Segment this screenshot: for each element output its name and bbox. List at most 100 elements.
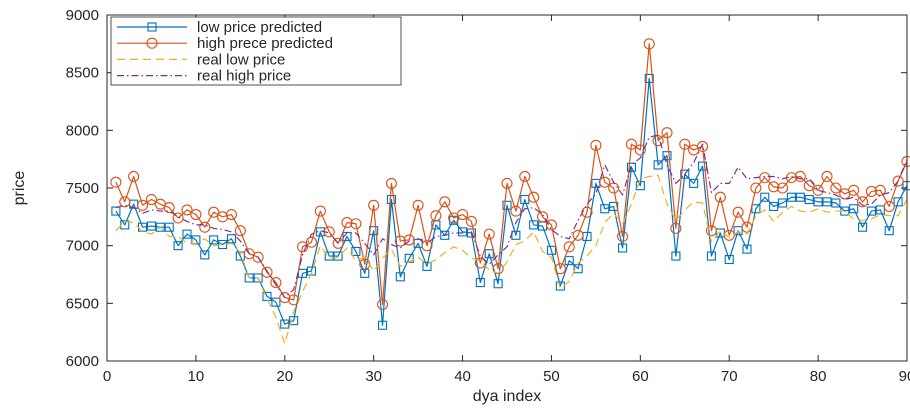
- data-point: [714, 191, 726, 203]
- series-2: [115, 174, 908, 345]
- data-point: [643, 38, 655, 50]
- data-point: [209, 235, 219, 245]
- data-point: [314, 205, 326, 217]
- data-point: [795, 192, 805, 202]
- data-point: [750, 182, 762, 194]
- data-point: [333, 251, 343, 261]
- data-point: [128, 170, 140, 183]
- data-point: [440, 230, 450, 240]
- axes-layer: 0 10 20 30 40 50 60 70 80 90 6000 6500 7000 7500 8000 8…: [66, 7, 910, 385]
- data-point: [297, 241, 309, 253]
- data-point: [537, 211, 549, 223]
- data-point: [289, 316, 299, 326]
- series-line: [115, 174, 908, 345]
- data-point: [857, 196, 869, 208]
- y-tick-label: 7500: [66, 180, 99, 197]
- data-point: [821, 170, 833, 183]
- data-point: [609, 201, 619, 211]
- data-point: [234, 225, 246, 237]
- data-point: [661, 127, 673, 139]
- data-point: [786, 192, 796, 202]
- x-tick-label: 20: [276, 368, 293, 385]
- data-point: [306, 266, 316, 276]
- data-point: [173, 241, 183, 251]
- x-tick-label: 60: [632, 368, 649, 385]
- data-point: [351, 246, 361, 256]
- data-point: [332, 237, 344, 249]
- data-point: [680, 169, 690, 179]
- data-point: [804, 194, 814, 205]
- data-point: [884, 226, 894, 236]
- data-point: [430, 210, 442, 222]
- data-point: [252, 251, 264, 263]
- data-point: [751, 204, 761, 214]
- data-point: [555, 281, 565, 291]
- y-tick-label: 9000: [66, 7, 99, 24]
- data-point: [831, 198, 841, 208]
- data-point: [529, 220, 539, 230]
- data-point: [395, 272, 405, 282]
- data-point: [261, 266, 273, 278]
- data-point: [493, 279, 503, 289]
- data-point: [394, 235, 406, 247]
- data-point: [475, 278, 485, 288]
- data-point: [163, 202, 175, 214]
- data-point: [803, 180, 815, 192]
- x-tick-label: 0: [103, 368, 111, 385]
- data-point: [386, 194, 396, 205]
- data-point: [573, 264, 583, 274]
- data-point: [253, 273, 263, 283]
- data-point: [625, 138, 637, 150]
- data-point: [200, 250, 210, 260]
- data-point: [626, 162, 636, 172]
- x-axis-label: dya index: [473, 388, 542, 405]
- data-point: [865, 185, 877, 198]
- data-point: [474, 257, 486, 269]
- data-point: [226, 234, 236, 244]
- data-point: [262, 291, 272, 301]
- data-point: [794, 170, 806, 183]
- data-point: [119, 196, 131, 208]
- data-point: [653, 160, 663, 170]
- y-tick-label: 6500: [66, 295, 99, 312]
- data-point: [812, 184, 824, 196]
- data-point: [590, 139, 602, 151]
- data-point: [662, 151, 672, 161]
- series-line: [115, 134, 908, 299]
- data-point: [741, 221, 753, 233]
- data-point: [439, 196, 451, 208]
- data-point: [172, 212, 184, 224]
- data-point: [600, 204, 610, 214]
- data-point: [671, 251, 681, 261]
- legend-box: [110, 16, 402, 86]
- data-point: [422, 261, 432, 271]
- x-tick-label: 90: [899, 368, 910, 385]
- data-point: [830, 182, 842, 194]
- data-point: [502, 200, 512, 210]
- data-point: [892, 175, 904, 187]
- data-point: [733, 226, 743, 236]
- legend-entry: real low price: [117, 51, 285, 68]
- data-point: [545, 219, 557, 231]
- data-point: [377, 298, 389, 311]
- data-point: [164, 222, 174, 232]
- data-point: [813, 197, 823, 207]
- data-point: [698, 161, 708, 171]
- data-point: [421, 240, 433, 252]
- data-point: [618, 243, 628, 253]
- data-point: [723, 229, 735, 241]
- legend-label: high prece predicted: [197, 35, 333, 52]
- data-point: [378, 320, 388, 330]
- data-point: [679, 138, 691, 150]
- data-point: [724, 254, 734, 265]
- data-point: [403, 234, 415, 246]
- data-point: [697, 140, 709, 153]
- data-point: [324, 251, 334, 261]
- legend-entry: real high price: [117, 68, 291, 85]
- data-point: [181, 204, 193, 216]
- y-tick-label: 6000: [66, 353, 99, 370]
- legend-marker: [146, 37, 158, 49]
- legend-entry: high prece predicted: [117, 35, 333, 52]
